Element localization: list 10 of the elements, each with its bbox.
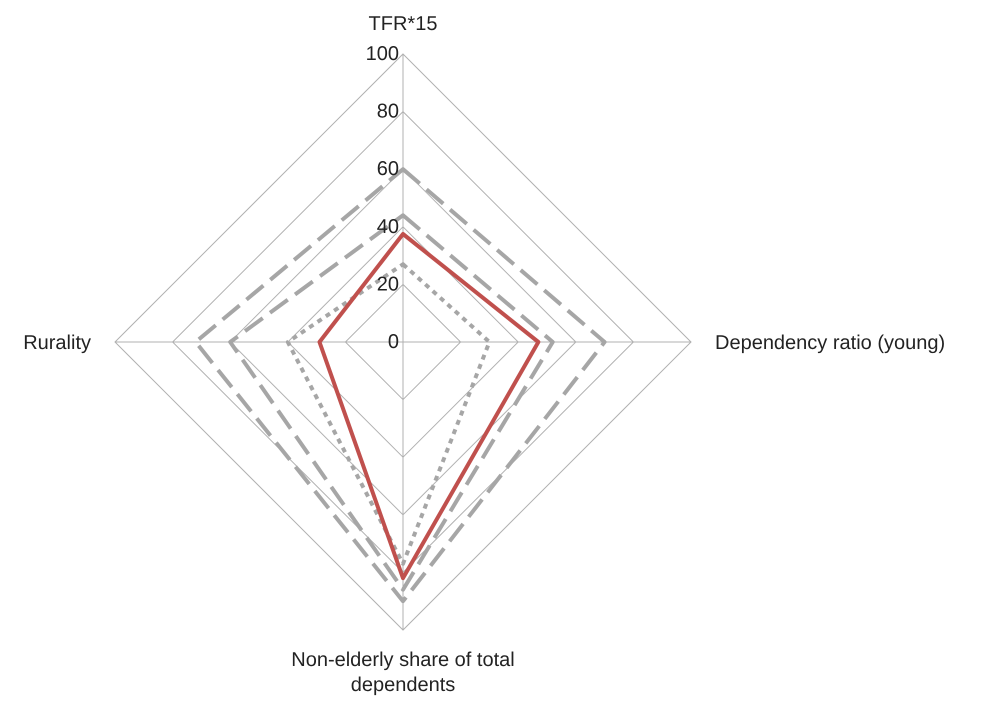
y-tick-label: 100 <box>366 43 399 65</box>
spoke-label: Non-elderly share of total dependents <box>291 649 515 696</box>
y-tick-label: 60 <box>376 158 399 180</box>
spoke-label: Dependency ratio (young) <box>715 332 946 354</box>
y-tick-label: 0 <box>388 331 399 353</box>
spoke-label: TFR*15 <box>368 13 438 35</box>
y-tick-label: 80 <box>376 100 399 123</box>
spoke-label: Rurality <box>23 332 91 354</box>
y-tick-label: 40 <box>376 216 399 238</box>
y-tick-label: 20 <box>376 273 399 296</box>
